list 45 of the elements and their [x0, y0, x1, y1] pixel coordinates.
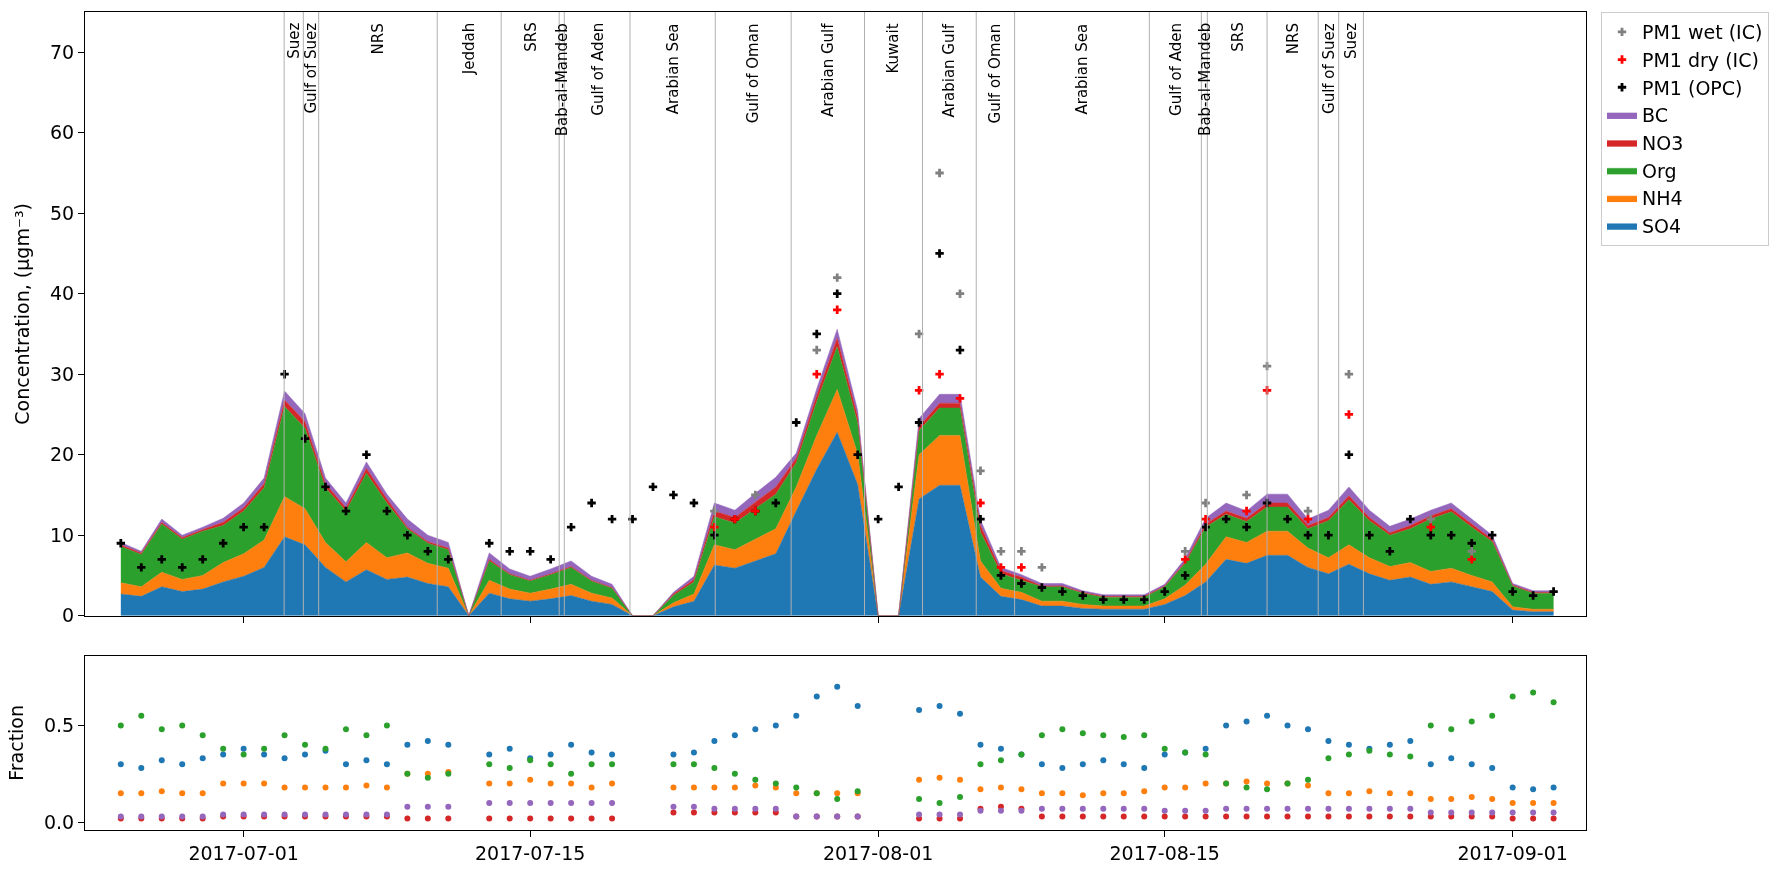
y-tick-label: 60 — [49, 121, 75, 144]
annotation: Gulf of Suez — [1319, 23, 1338, 114]
y-tick-label: 10 — [49, 523, 75, 546]
y-tick-label: 70 — [49, 40, 75, 63]
legend-label: Org — [1642, 159, 1677, 182]
legend-label: BC — [1642, 104, 1668, 127]
annotation: Arabian Sea — [664, 23, 683, 115]
x-tick-label: 2017-08-15 — [1109, 841, 1220, 864]
legend-label: NO3 — [1642, 132, 1684, 155]
annotation: Gulf of Aden — [588, 22, 607, 116]
y-tick-label: 50 — [49, 201, 75, 224]
annotation: Bab-al-Mandeb — [1195, 22, 1214, 136]
legend-label: NH4 — [1642, 187, 1683, 210]
x-tick-label: 2017-07-15 — [474, 841, 586, 864]
annotation: Gulf of Suez — [302, 22, 321, 114]
x-tick-label: 2017-08-01 — [822, 841, 934, 864]
y-axis-title: Fraction — [4, 704, 27, 781]
annotation: Kuwait — [884, 23, 903, 74]
x-tick-label: 2017-09-01 — [1457, 841, 1568, 864]
annotation: Gulf of Oman — [986, 23, 1005, 124]
annotation: Suez — [1341, 22, 1360, 60]
y-tick-label: 0.5 — [43, 714, 75, 737]
annotation: NRS — [369, 23, 388, 55]
annotation: Suez — [284, 22, 303, 59]
annotation: SRS — [521, 22, 540, 52]
x-tick-label: 2017-07-01 — [188, 841, 299, 864]
y-tick-label: 0.0 — [43, 810, 75, 833]
legend-label: PM1 dry (IC) — [1642, 48, 1759, 71]
annotation: Arabian Gulf — [818, 22, 837, 117]
y-axis-title: Concentration, (μgm⁻³) — [10, 203, 33, 425]
annotation: Bab-al-Mandeb — [553, 23, 572, 137]
annotation: Jeddah — [460, 22, 479, 76]
y-tick-label: 0 — [62, 604, 75, 627]
annotation: SRS — [1228, 22, 1247, 52]
annotation: Arabian Sea — [1073, 23, 1092, 115]
legend-label: PM1 wet (IC) — [1642, 21, 1763, 44]
annotation: NRS — [1284, 23, 1303, 55]
annotation: Gulf of Oman — [744, 23, 763, 124]
annotation: Arabian Gulf — [940, 23, 959, 118]
y-tick-label: 20 — [49, 443, 75, 466]
legend-label: SO4 — [1642, 215, 1682, 238]
annotation: Gulf of Aden — [1166, 23, 1185, 116]
y-tick-label: 40 — [49, 282, 75, 305]
y-tick-label: 30 — [49, 362, 75, 385]
legend-label: PM1 (OPC) — [1642, 76, 1743, 99]
